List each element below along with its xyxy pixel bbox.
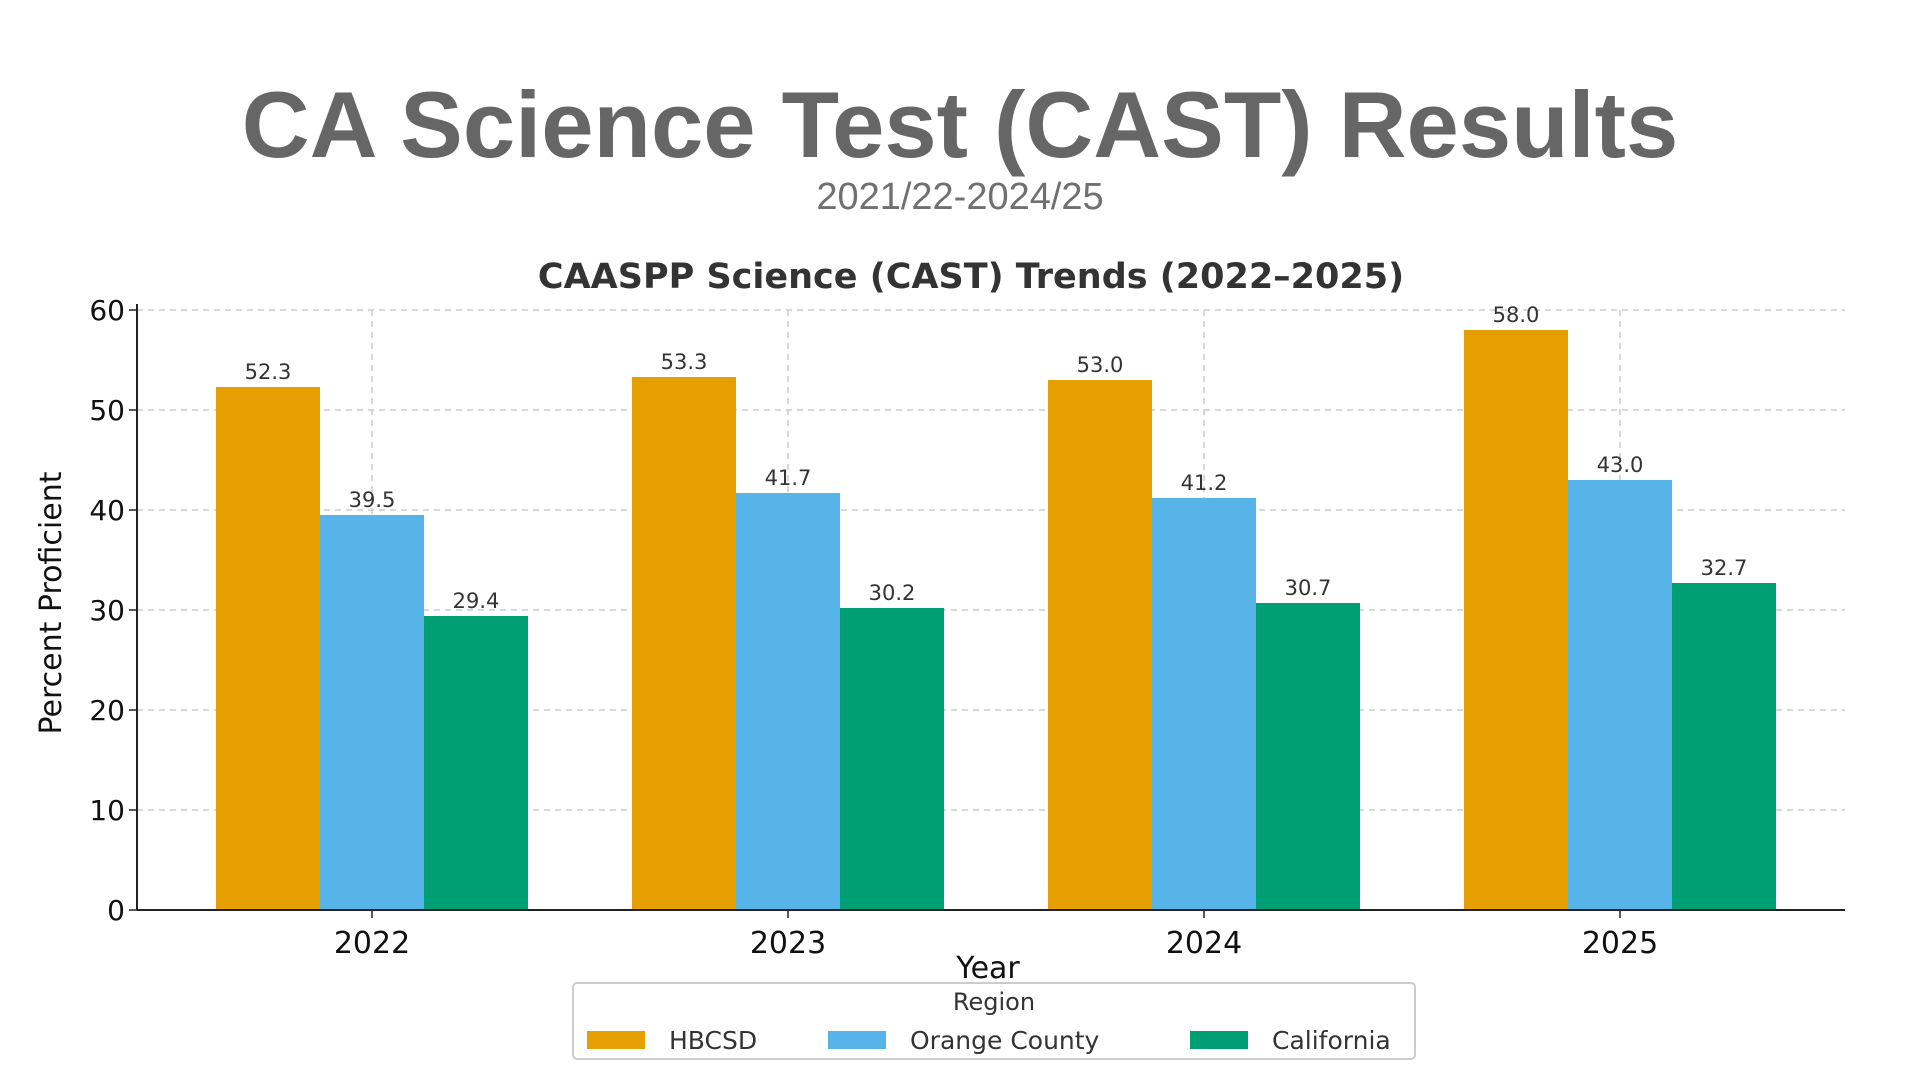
data-label-california-2023: 30.2 [869,581,916,605]
data-label-hbcsd-2024: 53.0 [1077,353,1124,377]
data-label-california-2024: 30.7 [1285,576,1332,600]
data-label-california-2022: 29.4 [453,589,500,613]
data-label-orange-county-2023: 41.7 [765,466,812,490]
legend-label-hbcsd: HBCSD [669,1026,757,1055]
bars [216,330,1776,910]
x-axis-label: Year [955,951,1020,986]
bar-california-2022 [424,616,528,910]
legend-title: Region [953,988,1035,1016]
y-tick-label-50: 50 [89,394,125,427]
x-tick-label-2025: 2025 [1582,926,1658,961]
bar-orange-county-2025 [1568,480,1672,910]
bar-hbcsd-2024 [1048,380,1152,910]
legend: Region HBCSD Orange County California [572,982,1416,1060]
data-label-hbcsd-2023: 53.3 [661,350,708,374]
bar-orange-county-2024 [1152,498,1256,910]
y-tick-label-60: 60 [89,294,125,327]
slide-title: CA Science Test (CAST) Results [241,72,1679,177]
y-tick-label-10: 10 [89,794,125,827]
slide-subtitle: 2021/22-2024/25 [816,176,1104,218]
legend-swatch-hbcsd [587,1031,645,1049]
data-labels: 52.3 53.3 53.0 58.0 39.5 41.7 41.2 43.0 29.4 30.2… [245,303,1748,613]
data-label-hbcsd-2025: 58.0 [1493,303,1540,327]
bar-hbcsd-2023 [632,377,736,910]
x-tick-label-2022: 2022 [334,926,410,961]
data-label-california-2025: 32.7 [1701,556,1748,580]
y-tick-label-20: 20 [89,694,125,727]
data-label-orange-county-2022: 39.5 [349,488,396,512]
data-label-orange-county-2024: 41.2 [1181,471,1228,495]
bar-hbcsd-2025 [1464,330,1568,910]
legend-swatch-california [1190,1031,1248,1049]
y-axis-label: Percent Proficient [34,471,69,734]
bar-california-2024 [1256,603,1360,910]
legend-label-california: California [1272,1026,1391,1055]
y-tick-label-40: 40 [89,494,125,527]
axes: 0 10 20 30 40 50 60 2022 2023 2024 2025 [89,294,1845,961]
x-tick-label-2024: 2024 [1166,926,1242,961]
bar-hbcsd-2022 [216,387,320,910]
legend-swatch-orange-county [828,1031,886,1049]
x-tick-label-2023: 2023 [750,926,826,961]
y-tick-label-30: 30 [89,594,125,627]
bar-california-2023 [840,608,944,910]
y-tick-label-0: 0 [107,894,125,927]
bar-orange-county-2022 [320,515,424,910]
legend-label-orange-county: Orange County [910,1026,1100,1055]
bar-california-2025 [1672,583,1776,910]
chart-title: CAASPP Science (CAST) Trends (2022–2025) [538,257,1404,297]
data-label-hbcsd-2022: 52.3 [245,360,292,384]
bar-orange-county-2023 [736,493,840,910]
data-label-orange-county-2025: 43.0 [1597,453,1644,477]
